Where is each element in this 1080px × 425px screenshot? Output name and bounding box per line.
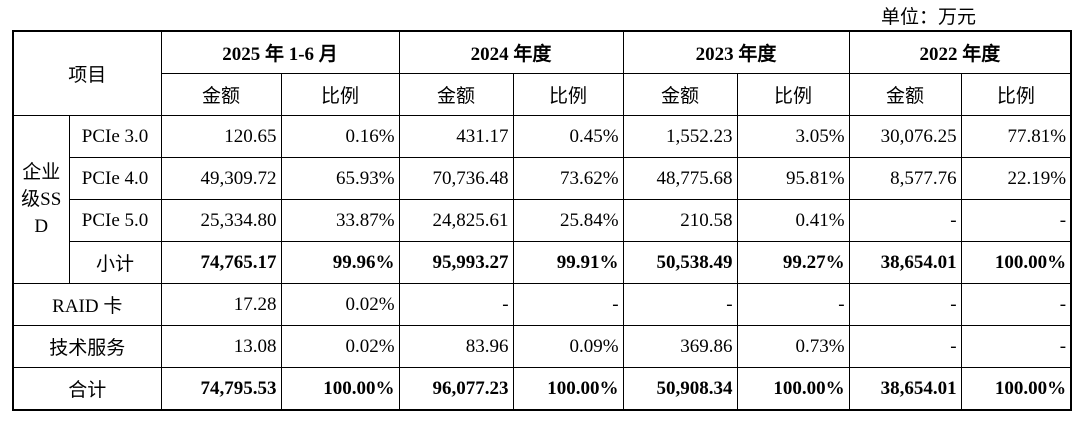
table-cell: - <box>960 199 1072 242</box>
table-cell: - <box>622 283 738 326</box>
table-cell: 30,076.25 <box>848 115 962 158</box>
table-cell: PCIe 4.0 <box>68 157 162 200</box>
table-cell: 50,538.49 <box>622 241 738 284</box>
table-row: RAID 卡 17.28 0.02% - - - - - - <box>12 283 1072 326</box>
table-cell: 0.09% <box>512 325 624 368</box>
table-cell: 2024 年度 <box>398 30 624 74</box>
table-cell: - <box>848 199 962 242</box>
table-cell: 17.28 <box>160 283 282 326</box>
table-cell: 0.02% <box>280 325 400 368</box>
table-row: 金额 比例 金额 比例 金额 比例 金额 比例 <box>13 73 1072 116</box>
table-cell: - <box>736 283 850 326</box>
table-cell: 企业级SSD <box>12 115 70 284</box>
table-cell: 100.00% <box>960 241 1072 284</box>
table-cell: 1,552.23 <box>622 115 738 158</box>
table-cell: 83.96 <box>398 325 514 368</box>
table-cell: - <box>398 283 514 326</box>
table-cell: 65.93% <box>280 157 400 200</box>
table-cell: 100.00% <box>960 367 1072 411</box>
table-cell: 金额 <box>622 73 738 116</box>
table-cell: 73.62% <box>512 157 624 200</box>
table-cell: 2025 年 1-6 月 <box>160 30 400 74</box>
table-cell: 25,334.80 <box>160 199 282 242</box>
table-cell: 74,795.53 <box>160 367 282 411</box>
table-cell: 技术服务 <box>12 325 162 368</box>
table-cell: 24,825.61 <box>398 199 514 242</box>
table-cell: 比例 <box>512 73 624 116</box>
table-cell: 0.16% <box>280 115 400 158</box>
table-row: 小计 74,765.17 99.96% 95,993.27 99.91% 50,538.4… <box>13 241 1072 284</box>
table-cell: - <box>848 325 962 368</box>
table-cell: 38,654.01 <box>848 367 962 411</box>
table-cell: 0.73% <box>736 325 850 368</box>
table-cell: 比例 <box>280 73 400 116</box>
table-cell: 合计 <box>12 367 162 411</box>
table-cell: 74,765.17 <box>160 241 282 284</box>
table-row: 企业级SSD PCIe 3.0 120.65 0.16% 431.17 0.45% 1,55… <box>12 115 1072 284</box>
table-cell: 3.05% <box>736 115 850 158</box>
table-cell: 120.65 <box>160 115 282 158</box>
table-cell: 2023 年度 <box>622 30 850 74</box>
table-cell: 100.00% <box>512 367 624 411</box>
table-cell: 8,577.76 <box>848 157 962 200</box>
table-cell: 比例 <box>736 73 850 116</box>
table-cell: 25.84% <box>512 199 624 242</box>
table-cell: 99.91% <box>512 241 624 284</box>
table-cell: 210.58 <box>622 199 738 242</box>
table-cell: - <box>512 283 624 326</box>
table-row: 合计 74,795.53 100.00% 96,077.23 100.00% 50,908… <box>12 367 1072 411</box>
table-cell: 0.45% <box>512 115 624 158</box>
table-cell: 95,993.27 <box>398 241 514 284</box>
data-table: 项目 2025 年 1-6 月 2024 年度 2023 年度 2022 年度 金额 比例金… <box>12 30 1073 411</box>
table-body: 项目 2025 年 1-6 月 2024 年度 2023 年度 2022 年度 金额 比例金… <box>12 30 1072 411</box>
table-cell: 0.02% <box>280 283 400 326</box>
table-cell: 70,736.48 <box>398 157 514 200</box>
table-cell: 小计 <box>68 241 162 284</box>
table-cell: - <box>848 283 962 326</box>
table-cell: 比例 <box>960 73 1072 116</box>
table-cell: 33.87% <box>280 199 400 242</box>
table-cell: 金额 <box>160 73 282 116</box>
table-cell: 2022 年度 <box>848 30 1072 74</box>
table-cell: - <box>960 325 1072 368</box>
table-cell: 22.19% <box>960 157 1072 200</box>
table-cell: PCIe 3.0 <box>68 115 162 158</box>
unit-label: 单位：万元 <box>880 7 976 28</box>
table-cell: 431.17 <box>398 115 514 158</box>
table-cell: 0.41% <box>736 199 850 242</box>
table-cell: 13.08 <box>160 325 282 368</box>
table-cell: RAID 卡 <box>12 283 162 326</box>
table-cell: 77.81% <box>960 115 1072 158</box>
table-cell: 99.27% <box>736 241 850 284</box>
table-cell: - <box>960 283 1072 326</box>
table-cell: 369.86 <box>622 325 738 368</box>
table-cell: 49,309.72 <box>160 157 282 200</box>
table-cell: PCIe 5.0 <box>68 199 162 242</box>
table-cell: 95.81% <box>736 157 850 200</box>
table-cell: 100.00% <box>736 367 850 411</box>
table-cell: 99.96% <box>280 241 400 284</box>
table-row: PCIe 5.0 25,334.80 33.87% 24,825.61 25.84% 21… <box>13 199 1072 242</box>
table-cell: 金额 <box>398 73 514 116</box>
table-row: 技术服务 13.08 0.02% 83.96 0.09% 369.86 0.73% - - <box>12 325 1072 368</box>
table-cell: 96,077.23 <box>398 367 514 411</box>
table-cell: 100.00% <box>280 367 400 411</box>
table-row: PCIe 4.0 49,309.72 65.93% 70,736.48 73.62% 48… <box>13 157 1072 200</box>
table-row: 项目 2025 年 1-6 月 2024 年度 2023 年度 2022 年度 <box>12 30 1072 116</box>
table-cell: 50,908.34 <box>622 367 738 411</box>
table-cell: 48,775.68 <box>622 157 738 200</box>
table-cell: 38,654.01 <box>848 241 962 284</box>
table-cell: 项目 <box>12 30 162 116</box>
table-cell: 金额 <box>848 73 962 116</box>
